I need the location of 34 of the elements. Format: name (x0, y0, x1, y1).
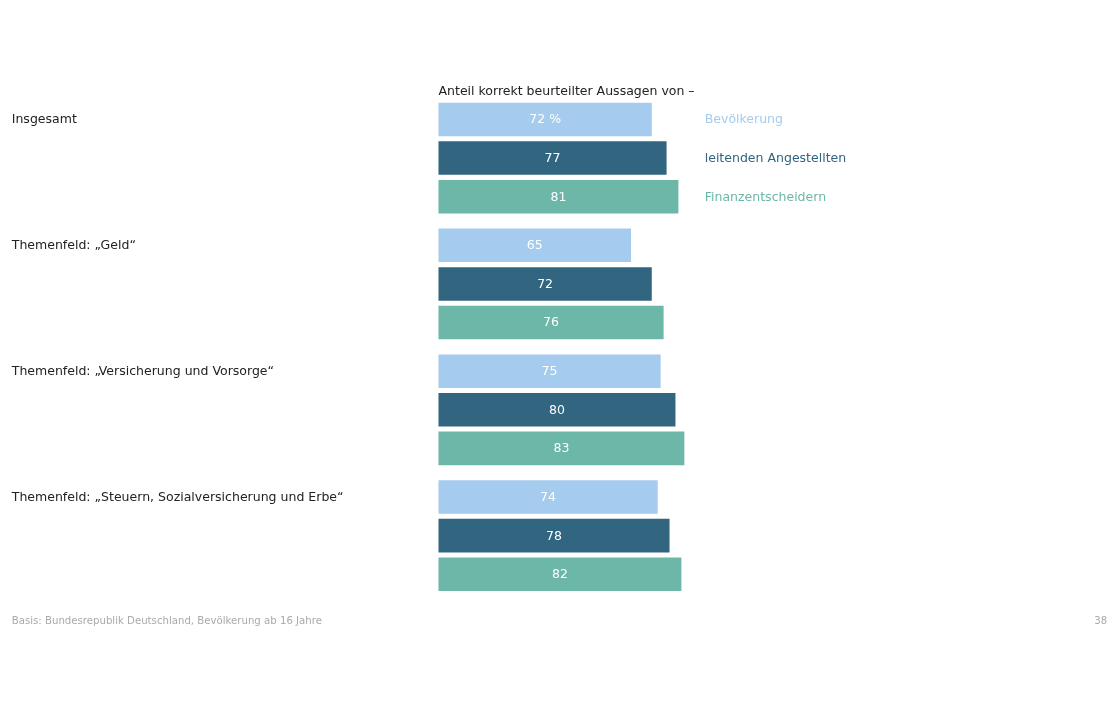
data-label: 72 % (529, 111, 562, 127)
bar (438, 102, 652, 137)
y-tick-label: Insgesamt (11, 111, 77, 127)
data-label: 77 (544, 150, 561, 165)
text: Basis: Bundesrepublik Deutschland, Bevölkerung ab 16 Jahre (11, 615, 322, 627)
bar (438, 480, 658, 514)
chart-title: Anteil korrekt beurteilter Aussagen von – (438, 82, 695, 98)
y-tick-label: Themenfeld: „Steuern, Sozialversicherung und Erbe“ (10, 488, 344, 504)
text: Finanzentscheidern (704, 188, 827, 204)
text: 38 (1094, 615, 1108, 627)
data-label: 78 (546, 527, 562, 543)
bar (438, 431, 685, 466)
bar (438, 267, 652, 301)
data-label: 65 (526, 237, 543, 253)
data-label: 76 (543, 314, 560, 330)
data-label: 80 (549, 401, 565, 417)
bar (438, 392, 676, 427)
bar (438, 557, 682, 591)
text: Bevölkerung (704, 111, 783, 127)
y-tick-label: Themenfeld: „Versicherung und Vorsorge“ (10, 363, 275, 379)
bar (438, 141, 667, 175)
data-label: 82 (551, 566, 568, 582)
bar (438, 354, 661, 388)
data-label: 74 (540, 488, 557, 504)
data-label: 72 (537, 275, 554, 291)
bar (438, 518, 670, 553)
bar (438, 228, 632, 263)
bar (438, 179, 679, 214)
text: leitenden Angestellten (704, 150, 847, 165)
y-tick-label: Themenfeld: „Geld“ (10, 237, 136, 253)
data-label: 75 (541, 363, 558, 379)
data-label: 83 (553, 440, 570, 456)
data-label: 81 (550, 188, 567, 204)
bar (438, 305, 664, 340)
